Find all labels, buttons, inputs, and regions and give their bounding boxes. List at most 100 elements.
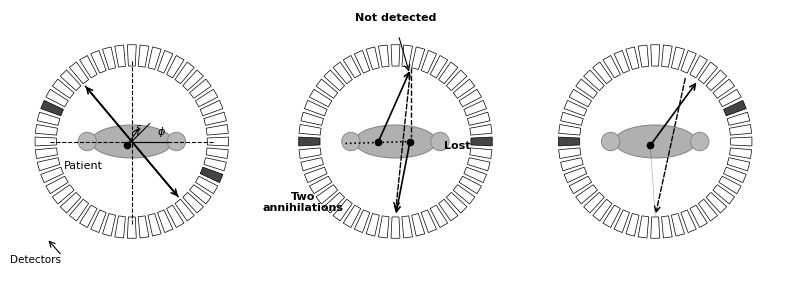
Polygon shape <box>603 205 620 228</box>
Polygon shape <box>713 185 734 204</box>
Polygon shape <box>698 199 718 221</box>
Polygon shape <box>614 210 630 233</box>
Polygon shape <box>459 176 482 194</box>
Polygon shape <box>671 213 685 236</box>
Polygon shape <box>576 185 597 204</box>
Polygon shape <box>681 210 696 233</box>
Polygon shape <box>366 213 379 236</box>
Ellipse shape <box>91 125 172 158</box>
Polygon shape <box>127 45 136 66</box>
Polygon shape <box>46 176 68 194</box>
Polygon shape <box>139 216 149 238</box>
Polygon shape <box>651 45 660 66</box>
Polygon shape <box>391 45 400 66</box>
Polygon shape <box>61 192 81 213</box>
Polygon shape <box>324 192 345 213</box>
Polygon shape <box>719 176 741 194</box>
Polygon shape <box>37 158 60 171</box>
Polygon shape <box>127 217 136 238</box>
Polygon shape <box>53 79 74 98</box>
Polygon shape <box>115 45 125 67</box>
Polygon shape <box>638 45 648 67</box>
Polygon shape <box>730 125 752 135</box>
Polygon shape <box>195 89 218 107</box>
Polygon shape <box>391 217 400 238</box>
Polygon shape <box>569 89 592 107</box>
Polygon shape <box>299 137 320 146</box>
Polygon shape <box>662 45 672 67</box>
Polygon shape <box>706 192 726 213</box>
Polygon shape <box>559 148 581 158</box>
Polygon shape <box>453 79 475 98</box>
Polygon shape <box>206 148 228 158</box>
Polygon shape <box>723 167 746 183</box>
Polygon shape <box>614 50 630 73</box>
Polygon shape <box>102 213 116 236</box>
Polygon shape <box>560 112 583 125</box>
Polygon shape <box>438 62 458 84</box>
Polygon shape <box>430 205 448 228</box>
Polygon shape <box>46 89 68 107</box>
Ellipse shape <box>355 125 436 158</box>
Polygon shape <box>69 199 89 221</box>
Polygon shape <box>175 62 194 84</box>
Polygon shape <box>204 158 227 171</box>
Polygon shape <box>564 100 587 116</box>
Polygon shape <box>698 62 718 84</box>
Polygon shape <box>343 55 360 78</box>
Text: Lost: Lost <box>444 141 471 151</box>
Polygon shape <box>299 125 321 135</box>
Polygon shape <box>584 192 604 213</box>
Polygon shape <box>115 216 125 238</box>
Polygon shape <box>560 158 583 171</box>
Text: Patient: Patient <box>64 161 103 171</box>
Polygon shape <box>626 47 639 70</box>
Polygon shape <box>446 192 467 213</box>
Ellipse shape <box>430 132 449 151</box>
Polygon shape <box>148 47 161 70</box>
Polygon shape <box>299 148 321 158</box>
Ellipse shape <box>690 132 709 151</box>
Ellipse shape <box>615 125 696 158</box>
Polygon shape <box>366 47 379 70</box>
Polygon shape <box>559 137 580 146</box>
Polygon shape <box>564 167 587 183</box>
Polygon shape <box>35 125 57 135</box>
Polygon shape <box>464 100 486 116</box>
Polygon shape <box>402 216 412 238</box>
Polygon shape <box>190 79 211 98</box>
Polygon shape <box>470 148 492 158</box>
Polygon shape <box>157 50 173 73</box>
Ellipse shape <box>167 132 186 151</box>
Polygon shape <box>183 70 203 91</box>
Polygon shape <box>333 199 353 221</box>
Polygon shape <box>593 62 612 84</box>
Polygon shape <box>459 89 482 107</box>
Polygon shape <box>343 205 360 228</box>
Polygon shape <box>139 45 149 67</box>
Text: Two
annihilations: Two annihilations <box>263 192 344 213</box>
Polygon shape <box>453 185 475 204</box>
Polygon shape <box>379 216 389 238</box>
Polygon shape <box>316 79 338 98</box>
Polygon shape <box>102 47 116 70</box>
Polygon shape <box>69 62 89 84</box>
Polygon shape <box>402 45 412 67</box>
Polygon shape <box>593 199 612 221</box>
Polygon shape <box>354 210 370 233</box>
Polygon shape <box>690 205 708 228</box>
Polygon shape <box>471 137 492 146</box>
Polygon shape <box>603 55 620 78</box>
Polygon shape <box>354 50 370 73</box>
Polygon shape <box>79 55 97 78</box>
Polygon shape <box>438 199 458 221</box>
Polygon shape <box>200 100 223 116</box>
Polygon shape <box>301 112 323 125</box>
Polygon shape <box>730 137 752 146</box>
Polygon shape <box>467 112 490 125</box>
Text: Not detected: Not detected <box>355 13 436 23</box>
Polygon shape <box>379 45 389 67</box>
Polygon shape <box>37 112 60 125</box>
Polygon shape <box>207 137 228 146</box>
Polygon shape <box>690 55 708 78</box>
